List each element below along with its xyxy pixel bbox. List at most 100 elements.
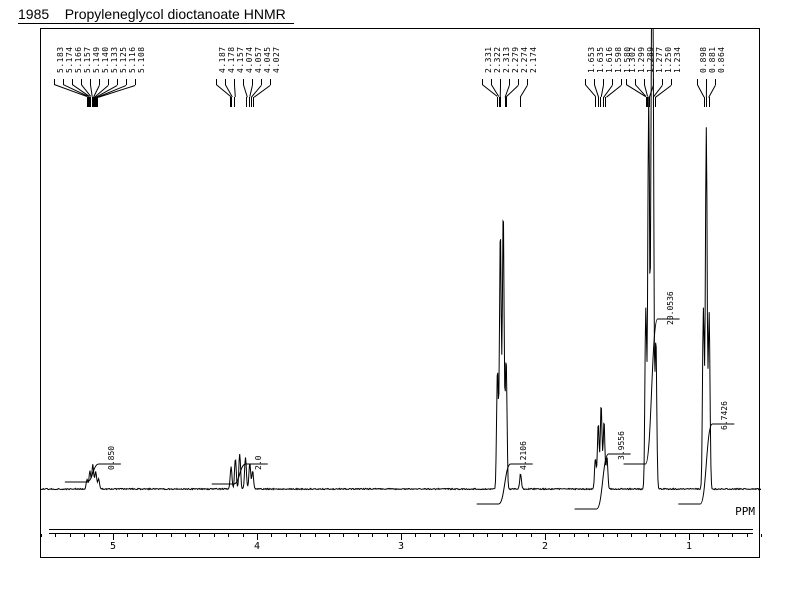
axis-minor-tick <box>631 534 632 537</box>
peak-ppm-label: 5.116 <box>128 46 137 73</box>
peak-ppm-label: 4.057 <box>254 46 263 73</box>
axis-minor-tick <box>156 534 157 537</box>
axis-minor-tick <box>502 534 503 537</box>
peak-ppm-label: 5.133 <box>110 46 119 73</box>
peak-ppm-label: 4.027 <box>272 46 281 73</box>
axis-minor-tick <box>171 534 172 537</box>
peak-drop <box>500 97 501 107</box>
axis-minor-tick <box>459 534 460 537</box>
peak-drop <box>598 97 599 107</box>
peak-ppm-label: 1.635 <box>596 46 605 73</box>
peak-drop <box>653 97 654 107</box>
integration-value: 6.7426 <box>720 401 729 430</box>
peak-drop <box>234 97 235 107</box>
axis-minor-tick <box>603 534 604 537</box>
peak-drop <box>595 97 596 107</box>
peak-ppm-label: 2.322 <box>493 46 502 73</box>
peak-ppm-label: 1.598 <box>614 46 623 73</box>
axis-tick-label: 2 <box>542 541 548 552</box>
peak-ppm-label: 5.174 <box>65 46 74 73</box>
peak-drop <box>253 97 254 107</box>
peak-drop <box>655 97 656 107</box>
peak-drop <box>649 97 650 107</box>
axis-tick-label: 3 <box>398 541 404 552</box>
axis-minor-tick <box>718 534 719 537</box>
axis-minor-tick <box>732 534 733 537</box>
spectrum-trace <box>41 29 761 559</box>
axis-minor-tick <box>41 534 42 537</box>
peak-label-tick <box>527 79 528 85</box>
peak-drop <box>231 97 232 107</box>
axis-title: PPM <box>735 505 755 518</box>
peak-ppm-label: 4.157 <box>236 46 245 73</box>
peak-drop <box>704 97 705 107</box>
peak-ppm-label: 4.045 <box>263 46 272 73</box>
axis-minor-tick <box>617 534 618 537</box>
peak-ppm-label: 1.653 <box>587 46 596 73</box>
peak-ppm-label: 2.174 <box>529 46 538 73</box>
axis-minor-tick <box>315 534 316 537</box>
axis-minor-tick <box>646 534 647 537</box>
peak-drop <box>246 97 247 107</box>
peak-ppm-label: 1.250 <box>664 46 673 73</box>
axis-minor-tick <box>343 534 344 537</box>
axis-minor-tick <box>574 534 575 537</box>
peak-ppm-label: 4.074 <box>245 46 254 73</box>
integration-value: 4.2106 <box>519 441 528 470</box>
axis-minor-tick <box>214 534 215 537</box>
axis-minor-tick <box>516 534 517 537</box>
axis-minor-tick <box>372 534 373 537</box>
axis-minor-tick <box>243 534 244 537</box>
axis-minor-tick <box>444 534 445 537</box>
peak-ppm-label: 2.274 <box>520 46 529 73</box>
peak-drop <box>709 97 710 107</box>
axis-major-tick <box>689 534 690 540</box>
axis-minor-tick <box>747 534 748 537</box>
peak-ppm-label: 1.234 <box>673 46 682 73</box>
peak-drop <box>603 97 604 107</box>
peak-drop <box>251 97 252 107</box>
axis-minor-tick <box>588 534 589 537</box>
peak-label-tick <box>662 79 663 85</box>
peak-ppm-label: 1.277 <box>655 46 664 73</box>
axis-minor-tick <box>55 534 56 537</box>
peak-drop <box>506 97 507 107</box>
peak-ppm-label: 0.864 <box>717 46 726 73</box>
peak-ppm-label: 4.187 <box>218 46 227 73</box>
axis-tick-label: 5 <box>110 541 116 552</box>
axis-minor-tick <box>660 534 661 537</box>
axis-minor-tick <box>300 534 301 537</box>
peak-ppm-label: 5.157 <box>83 46 92 73</box>
axis-minor-tick <box>185 534 186 537</box>
axis-minor-tick <box>675 534 676 537</box>
integration-value: 3.9556 <box>617 431 626 460</box>
axis-major-tick <box>257 534 258 540</box>
axis-major-tick <box>401 534 402 540</box>
axis-minor-tick <box>271 534 272 537</box>
peak-ppm-label: 1.289 <box>646 46 655 73</box>
peak-ppm-label: 2.313 <box>502 46 511 73</box>
peak-ppm-label: 5.140 <box>101 46 110 73</box>
peak-ppm-label: 5.166 <box>74 46 83 73</box>
integration-value: 2.0 <box>254 456 263 470</box>
peak-connector <box>234 85 236 97</box>
peak-ppm-label: 1.616 <box>605 46 614 73</box>
axis-minor-tick <box>142 534 143 537</box>
peak-label-tick <box>653 79 654 85</box>
peak-ppm-label: 5.183 <box>56 46 65 73</box>
axis-minor-tick <box>531 534 532 537</box>
peak-ppm-label: 0.898 <box>699 46 708 73</box>
axis-minor-tick <box>387 534 388 537</box>
axis-major-tick <box>113 534 114 540</box>
axis-minor-tick <box>286 534 287 537</box>
peak-drop <box>520 97 521 107</box>
axis-minor-tick <box>559 534 560 537</box>
axis-tick-label: 1 <box>686 541 692 552</box>
axis-minor-tick <box>430 534 431 537</box>
axis-minor-tick <box>761 534 762 537</box>
axis-major-tick <box>545 534 546 540</box>
peak-ppm-label: 2.279 <box>511 46 520 73</box>
peak-drop <box>706 97 707 107</box>
axis-minor-tick <box>228 534 229 537</box>
peak-drop <box>600 97 601 107</box>
